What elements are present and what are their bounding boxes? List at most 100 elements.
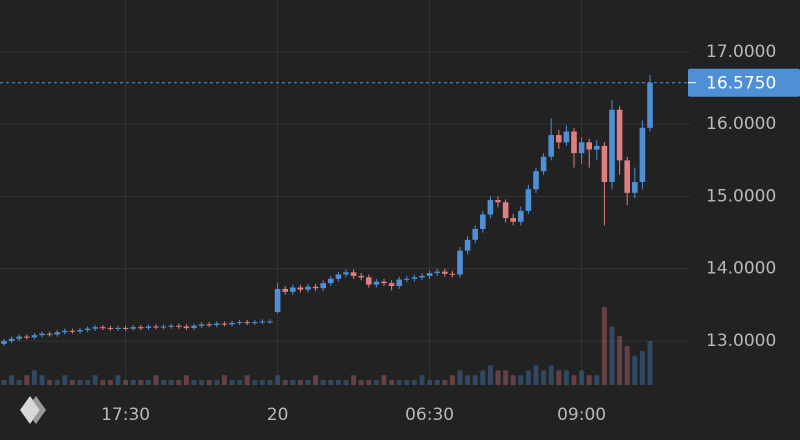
candle-body: [373, 281, 380, 285]
volume-bar: [267, 380, 273, 385]
candle-body: [145, 326, 152, 328]
volume-bar: [221, 375, 227, 385]
candle-body: [236, 322, 243, 324]
volume-bar: [69, 380, 75, 385]
candle-body: [24, 336, 30, 338]
volume-bar: [411, 380, 417, 385]
candle-body: [442, 271, 448, 274]
candle-body: [130, 327, 136, 329]
volume-bar: [237, 380, 243, 385]
volume-bar: [419, 375, 425, 385]
volume-bar: [31, 370, 37, 385]
candle-body: [107, 327, 114, 329]
volume-bar: [495, 370, 501, 385]
last-price-box: [688, 68, 800, 97]
candle-body: [335, 274, 342, 279]
volume-bar: [389, 380, 395, 385]
candle-body: [388, 283, 395, 287]
volume-bar: [518, 375, 524, 385]
volume-bar: [290, 380, 296, 385]
candle-body: [525, 189, 532, 211]
volume-bar: [252, 380, 258, 385]
volume-bar: [351, 375, 357, 385]
volume-bar: [297, 380, 303, 385]
candle-body: [594, 145, 600, 150]
volume-bar: [145, 380, 151, 385]
candle-body: [16, 336, 22, 339]
candle-body: [297, 287, 304, 290]
candle-body: [449, 273, 456, 275]
candle-body: [320, 283, 326, 289]
volume-bar: [434, 380, 440, 385]
candle-body: [350, 272, 357, 276]
candle-body: [411, 277, 418, 279]
candle-body: [480, 214, 486, 229]
volume-bar: [647, 341, 653, 385]
volume-bar: [77, 380, 83, 385]
candle-body: [122, 327, 129, 329]
candle-body: [259, 321, 266, 323]
volume-bar: [503, 370, 509, 385]
candle-body: [381, 281, 387, 284]
candle-body: [100, 327, 106, 329]
y-tick-label: 17.0000: [706, 42, 776, 62]
candle-body: [1, 340, 7, 344]
candle-body: [426, 273, 433, 276]
volume-bar: [639, 350, 645, 385]
candle-body: [198, 324, 205, 326]
y-tick-label: 16.0000: [706, 114, 776, 134]
candle-body: [457, 250, 463, 275]
candle-body: [69, 330, 76, 332]
volume-bar: [130, 380, 136, 385]
candle-body: [274, 288, 281, 313]
volume-bar: [214, 380, 220, 385]
candle-body: [115, 327, 121, 329]
volume-bar: [609, 326, 615, 385]
candle-body: [46, 333, 53, 335]
volume-bar: [123, 380, 129, 385]
logo-shape: [33, 396, 46, 424]
candle-body: [556, 135, 562, 143]
volume-bar: [275, 375, 281, 385]
candle-body: [305, 286, 311, 290]
candle-body: [221, 323, 228, 325]
volume-bars: [1, 307, 653, 385]
volume-bar: [541, 370, 547, 385]
candle-body: [464, 239, 471, 251]
candle-body: [586, 142, 592, 150]
logo-shape: [20, 396, 40, 424]
volume-bar: [16, 380, 22, 385]
volume-bar: [305, 380, 311, 385]
volume-bar: [373, 380, 379, 385]
volume-bar: [107, 380, 113, 385]
candle-body: [563, 131, 570, 143]
candle-body: [183, 326, 190, 328]
volume-bar: [404, 380, 410, 385]
candle-body: [191, 325, 197, 328]
candle-body: [472, 228, 478, 240]
candle-body: [404, 278, 410, 280]
candles: [1, 75, 653, 346]
candle-body: [84, 328, 91, 331]
candle-body: [358, 275, 364, 278]
volume-bar: [39, 375, 45, 385]
volume-bar: [47, 380, 53, 385]
candle-body: [419, 275, 425, 278]
volume-bar: [487, 365, 493, 385]
volume-bar: [320, 380, 326, 385]
candle-body: [518, 210, 524, 222]
candle-body: [609, 109, 615, 183]
volume-bar: [183, 375, 189, 385]
candle-body: [31, 335, 38, 338]
candle-body: [168, 325, 174, 327]
volume-bar: [161, 380, 167, 385]
candle-body: [153, 326, 159, 328]
candle-body: [282, 288, 288, 292]
candle-body: [328, 278, 334, 284]
x-tick-label: 20: [267, 405, 289, 425]
candle-body: [616, 109, 623, 161]
y-tick-label: 15.0000: [706, 186, 776, 206]
volume-bar: [601, 307, 607, 385]
